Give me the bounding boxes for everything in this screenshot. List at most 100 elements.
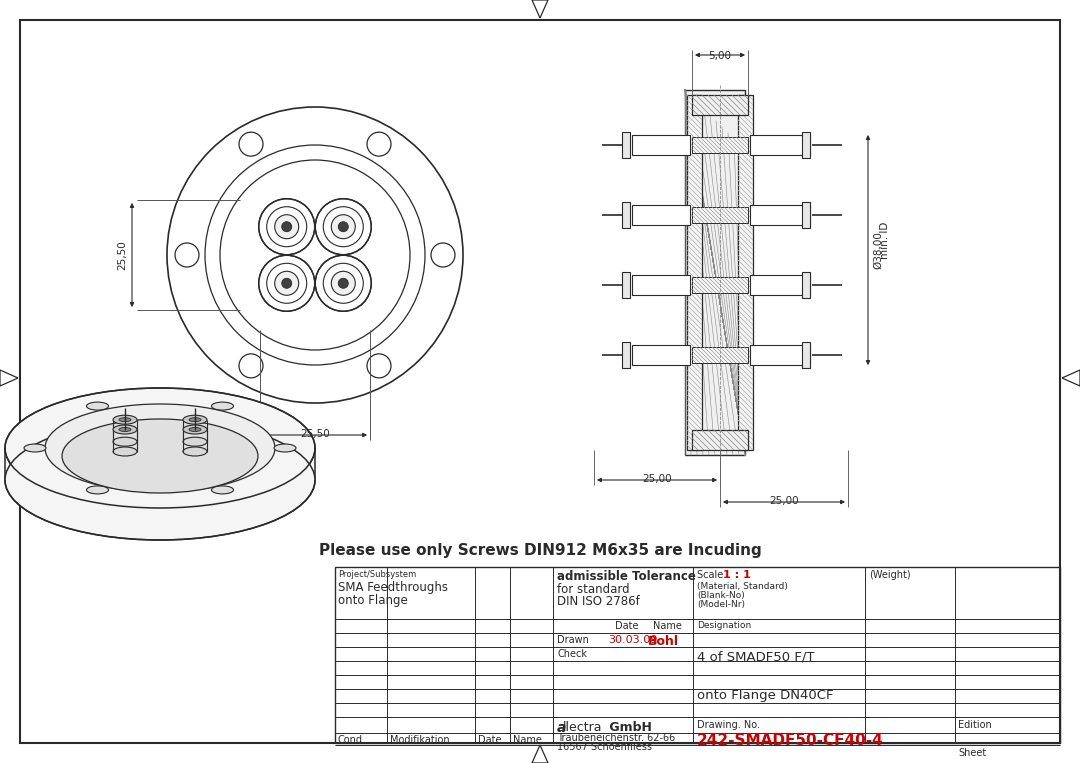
Ellipse shape bbox=[5, 420, 315, 540]
Circle shape bbox=[332, 272, 355, 295]
Text: Scale: Scale bbox=[697, 570, 729, 580]
Text: Project/Subsystem: Project/Subsystem bbox=[338, 570, 416, 579]
Text: onto Flange: onto Flange bbox=[338, 594, 408, 607]
Circle shape bbox=[431, 243, 455, 267]
Ellipse shape bbox=[5, 388, 315, 508]
Ellipse shape bbox=[274, 444, 296, 452]
Text: 242-SMADF50-CF40-4: 242-SMADF50-CF40-4 bbox=[697, 733, 883, 748]
Bar bbox=[802, 132, 810, 158]
Text: 5,00: 5,00 bbox=[708, 51, 731, 61]
Text: Name: Name bbox=[653, 621, 681, 631]
Ellipse shape bbox=[113, 447, 137, 456]
Text: 4 of SMADF50 F/T: 4 of SMADF50 F/T bbox=[697, 651, 814, 664]
Circle shape bbox=[332, 214, 355, 239]
Bar bbox=[802, 272, 810, 298]
Bar bbox=[692, 347, 748, 363]
Ellipse shape bbox=[119, 417, 131, 422]
Circle shape bbox=[274, 214, 299, 239]
Bar bbox=[622, 132, 630, 158]
Ellipse shape bbox=[189, 417, 201, 422]
Ellipse shape bbox=[212, 486, 233, 494]
Text: admissible Tolerance: admissible Tolerance bbox=[557, 570, 696, 583]
Text: for standard: for standard bbox=[557, 583, 630, 596]
Text: Edition: Edition bbox=[958, 720, 991, 730]
Text: Name: Name bbox=[513, 735, 542, 745]
Bar bbox=[687, 95, 702, 450]
Bar bbox=[692, 430, 748, 450]
Circle shape bbox=[239, 132, 264, 156]
Bar bbox=[692, 207, 748, 223]
Text: min. ID: min. ID bbox=[880, 221, 890, 259]
Circle shape bbox=[274, 272, 299, 295]
Text: Date: Date bbox=[615, 621, 638, 631]
Text: Drawing. No.: Drawing. No. bbox=[697, 720, 760, 730]
Ellipse shape bbox=[183, 415, 207, 424]
Text: Traubeneichenstr. 62-66: Traubeneichenstr. 62-66 bbox=[557, 733, 675, 743]
Bar bbox=[685, 90, 745, 455]
Text: DIN ISO 2786f: DIN ISO 2786f bbox=[557, 595, 639, 608]
Text: Cond.: Cond. bbox=[338, 735, 366, 745]
Text: Drawn: Drawn bbox=[557, 635, 589, 645]
Ellipse shape bbox=[183, 437, 207, 446]
Text: Ø38,00: Ø38,00 bbox=[873, 231, 883, 269]
Circle shape bbox=[282, 278, 292, 288]
Text: 30.03.09: 30.03.09 bbox=[608, 635, 658, 645]
Text: 25,00: 25,00 bbox=[769, 496, 799, 506]
Circle shape bbox=[239, 354, 264, 378]
Circle shape bbox=[367, 132, 391, 156]
Circle shape bbox=[175, 243, 199, 267]
Text: Please use only Screws DIN912 M6x35 are Incuding: Please use only Screws DIN912 M6x35 are … bbox=[319, 543, 761, 558]
Ellipse shape bbox=[62, 419, 258, 493]
Ellipse shape bbox=[113, 425, 137, 434]
Text: Designation: Designation bbox=[697, 621, 752, 630]
Ellipse shape bbox=[183, 425, 207, 434]
Bar bbox=[750, 135, 810, 155]
Text: llectra: llectra bbox=[563, 721, 603, 734]
Bar bbox=[738, 95, 753, 450]
Text: (Model-Nr): (Model-Nr) bbox=[697, 600, 745, 609]
Bar bbox=[632, 345, 690, 365]
Text: Modifikation: Modifikation bbox=[390, 735, 449, 745]
Bar bbox=[750, 345, 810, 365]
Text: (Blank-No): (Blank-No) bbox=[697, 591, 745, 600]
Circle shape bbox=[282, 222, 292, 232]
Text: Sheet: Sheet bbox=[958, 748, 986, 758]
Bar bbox=[622, 202, 630, 228]
Bar bbox=[750, 205, 810, 225]
Text: 1 : 1: 1 : 1 bbox=[723, 570, 751, 580]
Bar bbox=[692, 277, 748, 293]
Text: SMA Feedthroughs: SMA Feedthroughs bbox=[338, 581, 448, 594]
Text: Check: Check bbox=[557, 649, 588, 659]
Bar bbox=[802, 342, 810, 368]
Ellipse shape bbox=[86, 486, 108, 494]
Bar bbox=[750, 275, 810, 295]
Text: a: a bbox=[557, 721, 566, 735]
Circle shape bbox=[338, 222, 348, 232]
Ellipse shape bbox=[45, 404, 275, 492]
Ellipse shape bbox=[113, 437, 137, 446]
Text: 25,50: 25,50 bbox=[117, 240, 127, 270]
Bar bbox=[632, 275, 690, 295]
Text: (Material, Standard): (Material, Standard) bbox=[697, 582, 788, 591]
Bar bbox=[692, 137, 748, 153]
Text: Bohl: Bohl bbox=[648, 635, 679, 648]
Ellipse shape bbox=[113, 415, 137, 424]
Ellipse shape bbox=[119, 427, 131, 432]
Text: 25,50: 25,50 bbox=[300, 429, 329, 439]
Ellipse shape bbox=[189, 427, 201, 432]
Ellipse shape bbox=[183, 447, 207, 456]
Text: 16567 Schoenfliess: 16567 Schoenfliess bbox=[557, 742, 652, 752]
Bar bbox=[622, 272, 630, 298]
Bar bbox=[335, 567, 1059, 743]
Text: 25,00: 25,00 bbox=[643, 474, 672, 484]
Bar bbox=[802, 202, 810, 228]
Circle shape bbox=[367, 354, 391, 378]
Text: (Weight): (Weight) bbox=[869, 570, 910, 580]
Circle shape bbox=[338, 278, 348, 288]
Text: Date: Date bbox=[478, 735, 501, 745]
Text: GmbH: GmbH bbox=[605, 721, 652, 734]
Ellipse shape bbox=[24, 444, 46, 452]
Ellipse shape bbox=[86, 402, 108, 410]
Text: onto Flange DN40CF: onto Flange DN40CF bbox=[697, 689, 834, 702]
Ellipse shape bbox=[212, 402, 233, 410]
